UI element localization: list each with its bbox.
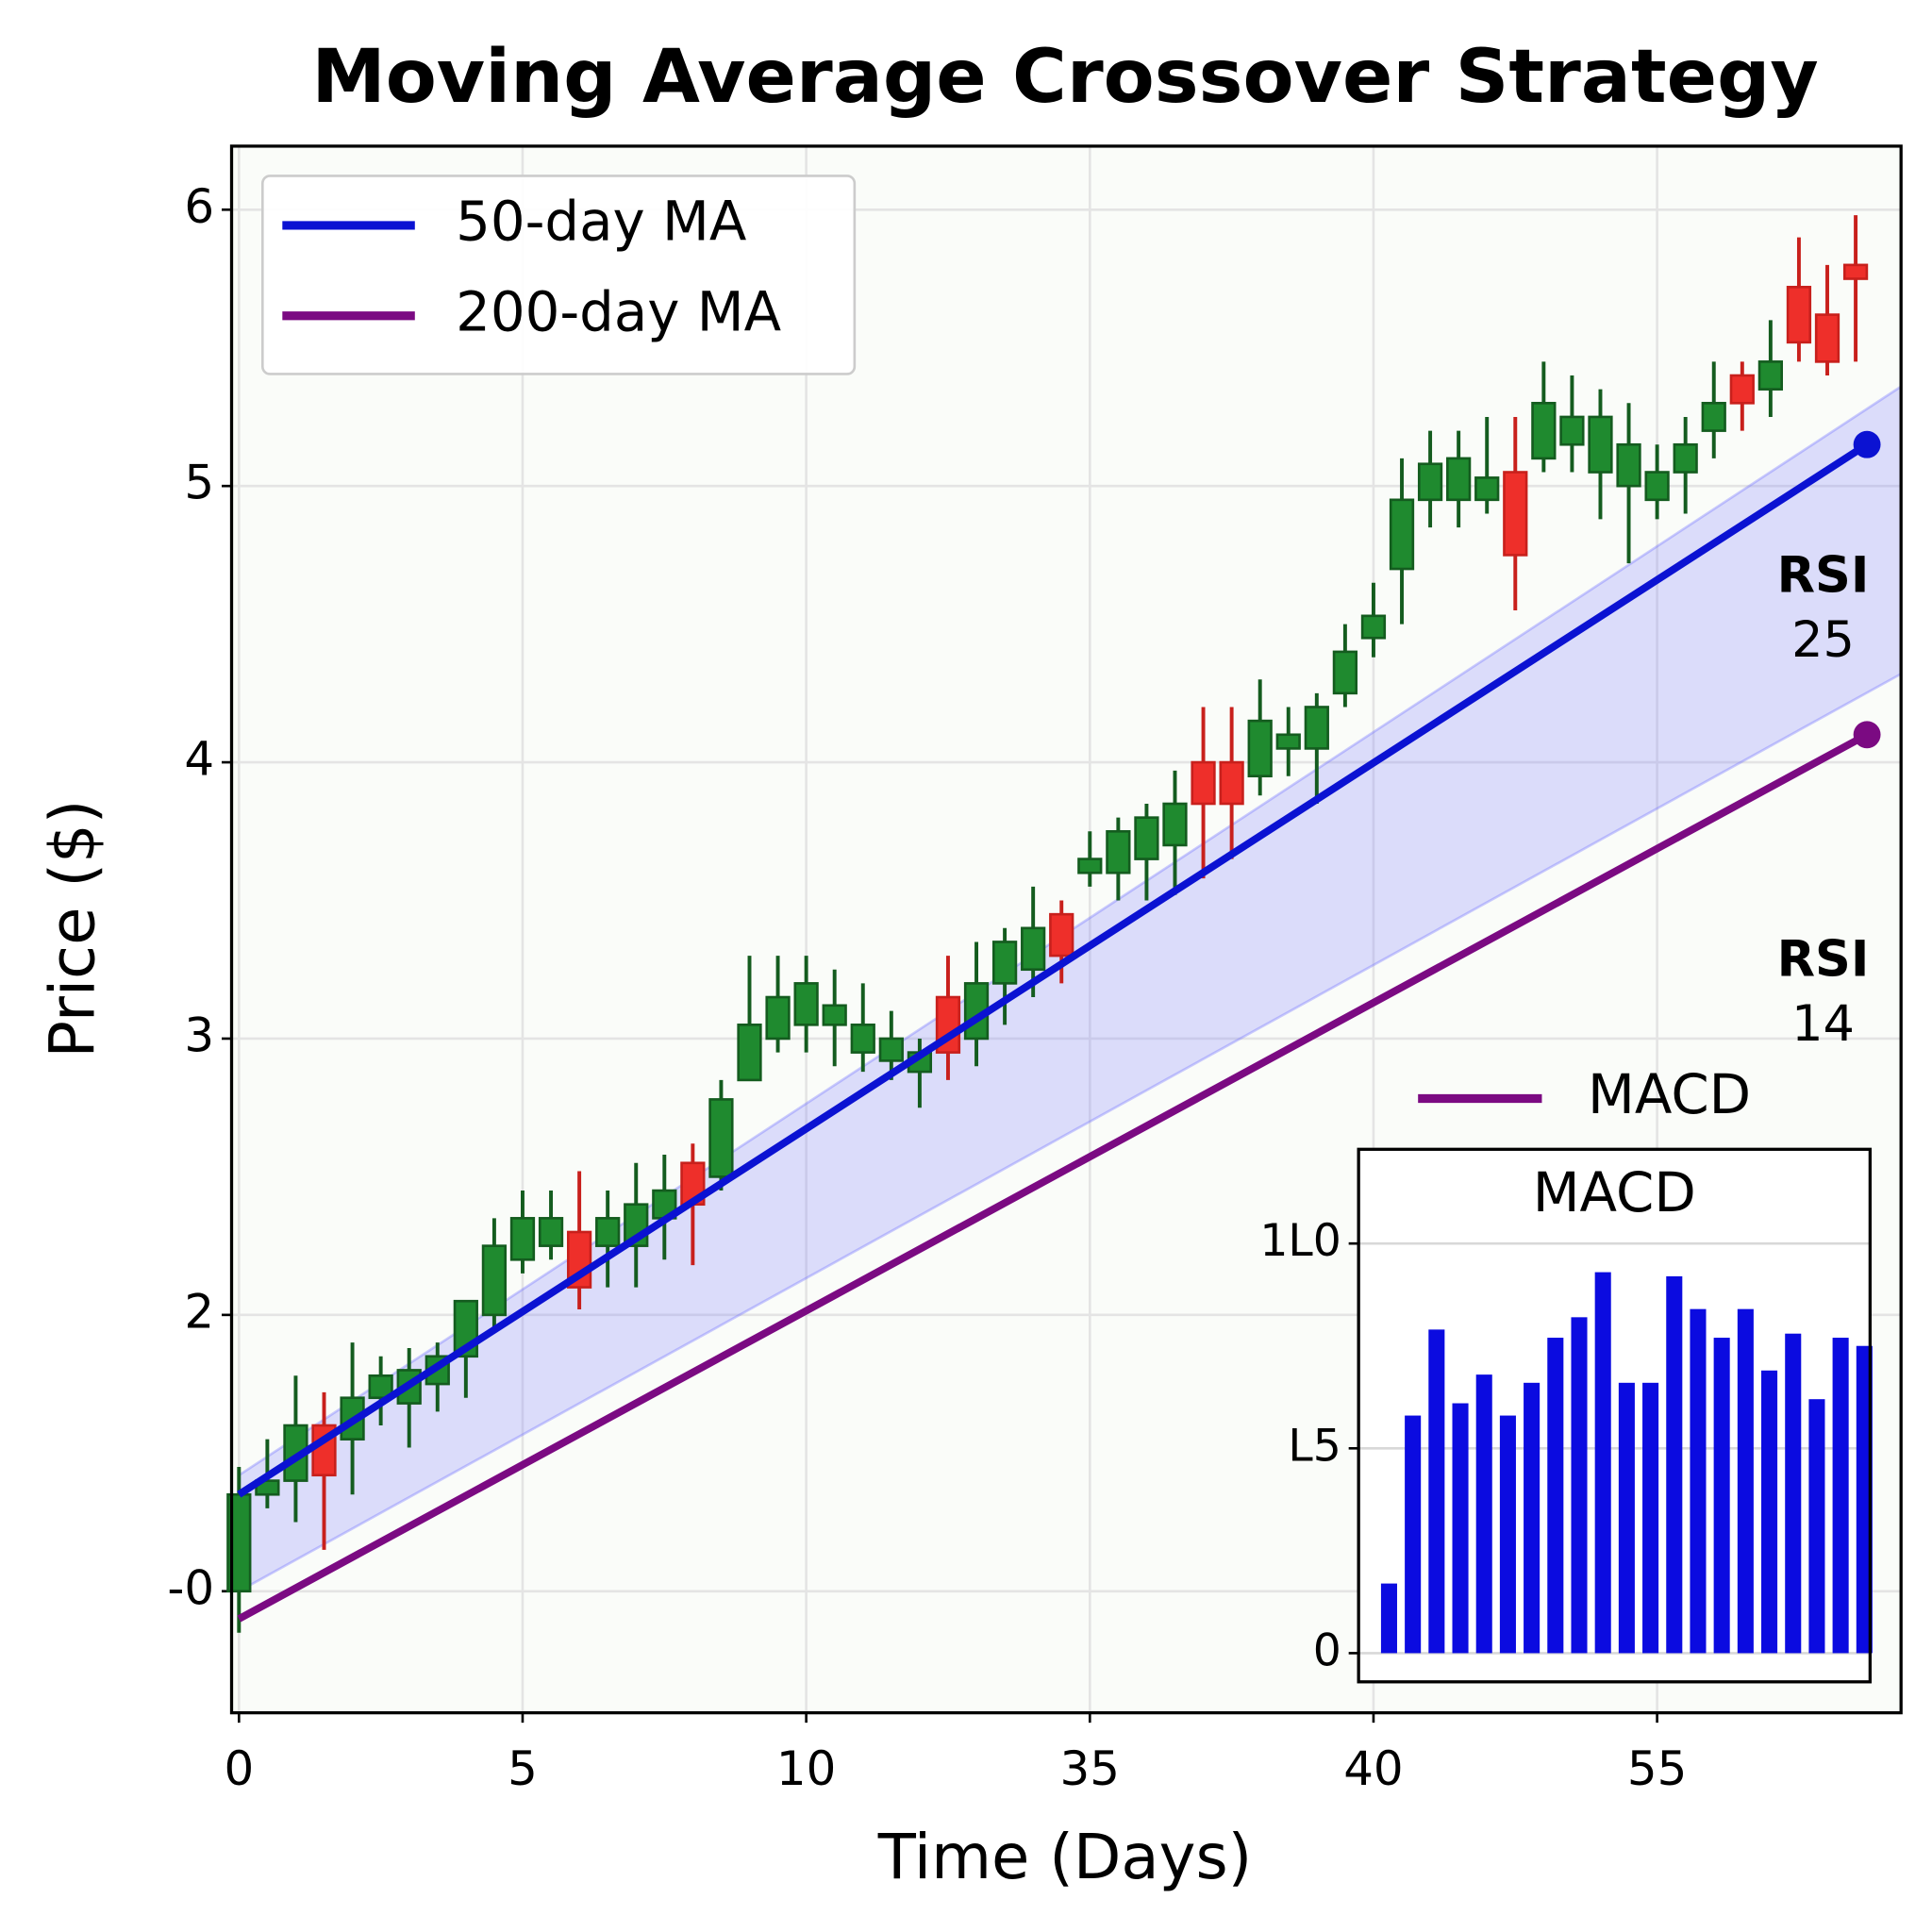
y-axis-label: Price ($): [37, 800, 108, 1058]
candle-body: [1360, 614, 1387, 640]
y-tick-label: 5: [184, 456, 214, 510]
candle-body: [708, 1098, 734, 1178]
candle-body: [1474, 476, 1500, 502]
candle-body: [1021, 926, 1046, 972]
bar: [1832, 1338, 1849, 1654]
candle-body: [1304, 706, 1329, 750]
candle-body: [765, 995, 791, 1041]
candle-body: [1275, 733, 1301, 750]
bar: [1524, 1382, 1541, 1654]
candle-body: [1446, 457, 1472, 502]
bar: [1452, 1403, 1469, 1654]
candle-body: [1729, 374, 1755, 405]
candle-body: [1332, 650, 1358, 695]
bar: [1785, 1333, 1802, 1654]
ma-end-dot: [1853, 721, 1881, 749]
ma-line: [237, 441, 1870, 1498]
candle-body: [991, 941, 1018, 985]
candle-body: [1842, 263, 1869, 280]
y-tick-label: 0: [1313, 1624, 1341, 1676]
candle-body: [1814, 313, 1840, 363]
candle-body: [1389, 498, 1415, 571]
candle-body: [793, 982, 819, 1026]
x-tick-label: 40: [1343, 1741, 1403, 1796]
y-tick-label: -0: [167, 1560, 214, 1615]
candle-body: [1247, 719, 1273, 778]
candle-body: [878, 1037, 904, 1062]
bar: [1713, 1338, 1730, 1654]
bar: [1475, 1374, 1492, 1654]
candle-body: [1134, 816, 1159, 860]
legend-label: 50-day MA: [456, 190, 747, 254]
bar: [1737, 1308, 1754, 1654]
bar: [1571, 1317, 1588, 1654]
inset-frame: [1357, 1147, 1872, 1684]
candle-body: [538, 1217, 564, 1247]
chart-title: Moving Average Crossover Strategy: [311, 33, 1818, 120]
ma-end-dot: [1853, 430, 1881, 458]
candle-body: [1503, 471, 1528, 557]
candle-body: [509, 1217, 536, 1261]
inset-title: MACD: [1533, 1160, 1696, 1224]
x-tick-label: 35: [1060, 1741, 1120, 1796]
bar: [1642, 1382, 1659, 1654]
candle-body: [1673, 442, 1698, 474]
candle-body: [481, 1244, 508, 1317]
bar: [1380, 1583, 1397, 1654]
candle-body: [368, 1374, 393, 1400]
annotation-title: RSI: [1777, 931, 1870, 989]
y-tick-label: 1L0: [1259, 1215, 1341, 1267]
y-tick-label: L5: [1288, 1420, 1341, 1472]
annotation-text: 25: [1791, 611, 1855, 669]
x-tick-label: 5: [508, 1741, 538, 1796]
candle-body: [1049, 912, 1074, 958]
ma-line: [237, 731, 1869, 1623]
candle-body: [1191, 760, 1216, 806]
plot-frame: [229, 144, 1903, 1715]
y-tick-label: 2: [184, 1284, 214, 1339]
candle-body: [1417, 462, 1443, 502]
candle-body: [1559, 415, 1585, 446]
annotation-text: 14: [1791, 995, 1855, 1053]
bar: [1690, 1308, 1707, 1654]
y-tick-label: 6: [184, 179, 214, 234]
candle-body: [1701, 401, 1726, 432]
candle-body: [1531, 401, 1557, 460]
bar: [1856, 1345, 1873, 1654]
bar: [1761, 1370, 1778, 1654]
bar: [1618, 1382, 1635, 1654]
candle-body: [1077, 858, 1103, 874]
x-tick-label: 10: [776, 1741, 836, 1796]
candle-body: [1106, 829, 1131, 874]
annotation-title: RSI: [1777, 547, 1870, 605]
candle-body: [595, 1217, 621, 1247]
candle-body: [737, 1024, 762, 1082]
bar: [1594, 1272, 1611, 1654]
legend-label: 200-day MA: [456, 279, 781, 343]
x-tick-label: 0: [224, 1741, 254, 1796]
bar: [1499, 1415, 1516, 1654]
bar: [1547, 1338, 1564, 1654]
candle-body: [1162, 802, 1188, 847]
y-tick-label: 3: [184, 1008, 214, 1062]
bar: [1405, 1415, 1422, 1654]
x-axis-label: Time (Days): [877, 1822, 1252, 1893]
bar: [1808, 1399, 1825, 1654]
candle-body: [822, 1004, 847, 1026]
legend-label: MACD: [1588, 1062, 1751, 1126]
candle-body: [1644, 471, 1670, 502]
candle-body: [1219, 760, 1244, 806]
x-tick-label: 55: [1627, 1741, 1687, 1796]
bar: [1428, 1329, 1445, 1654]
candle-body: [850, 1024, 875, 1054]
candle-body: [1616, 442, 1641, 488]
y-tick-label: 4: [184, 732, 214, 787]
candle-body: [1588, 415, 1613, 474]
bar: [1666, 1275, 1683, 1654]
candle-body: [1786, 285, 1812, 344]
candle-body: [1757, 360, 1784, 391]
